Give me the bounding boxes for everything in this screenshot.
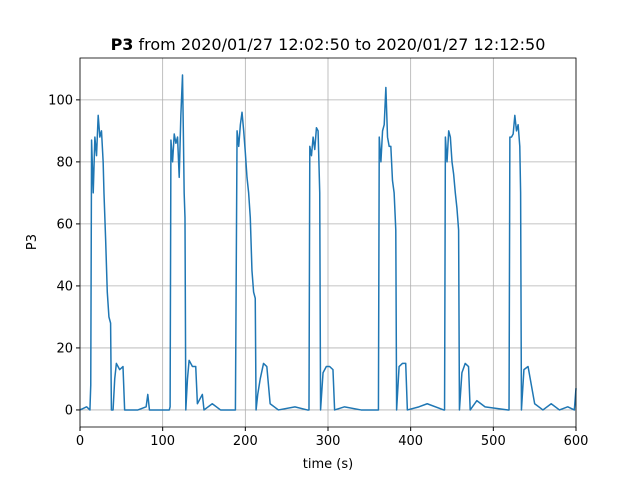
title-bold: P3: [111, 35, 134, 54]
y-tick-label: 20: [56, 341, 73, 356]
x-tick-label: 500: [481, 434, 506, 449]
x-tick-label: 600: [564, 434, 589, 449]
x-tick-label: 200: [233, 434, 258, 449]
x-tick-label: 300: [316, 434, 341, 449]
chart-title: P3 from 2020/01/27 12:02:50 to 2020/01/2…: [111, 35, 546, 54]
title-text: from 2020/01/27 12:02:50 to 2020/01/27 1…: [139, 35, 546, 54]
x-tick-label: 0: [76, 434, 84, 449]
x-tick-label: 400: [398, 434, 423, 449]
y-tick-label: 0: [65, 403, 73, 418]
y-tick-label: 60: [56, 217, 73, 232]
y-tick-label: 40: [56, 279, 73, 294]
x-tick-label: 100: [150, 434, 175, 449]
y-tick-label: 80: [56, 155, 73, 170]
data-line: [79, 74, 577, 411]
plot-frame: [79, 57, 577, 428]
y-axis-label: P3: [25, 234, 40, 250]
x-axis-label: time (s): [303, 457, 353, 472]
y-tick-label: 100: [48, 93, 73, 108]
